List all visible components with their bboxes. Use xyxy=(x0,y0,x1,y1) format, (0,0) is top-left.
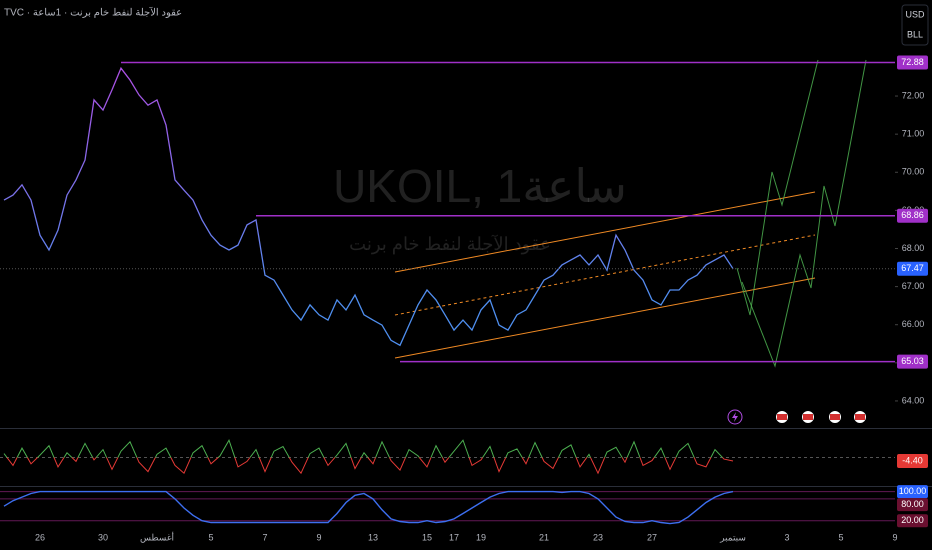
x-tick-label: 23 xyxy=(593,532,603,542)
x-tick-label: 13 xyxy=(368,532,378,542)
band-label: 80.00 xyxy=(901,499,924,509)
level-label: 65.03 xyxy=(901,356,924,366)
x-tick-label: 15 xyxy=(422,532,432,542)
last-price-label: 67.47 xyxy=(901,263,924,273)
x-tick-label: 17 xyxy=(449,532,459,542)
events[interactable] xyxy=(727,409,866,425)
level-label: 68.86 xyxy=(901,210,924,220)
x-tick-label: 9 xyxy=(316,532,321,542)
last-price-box xyxy=(897,261,928,276)
watermark-symbol: UKOIL, 1ساعة xyxy=(333,160,627,212)
oscillator-label: -4.40 xyxy=(902,455,923,465)
y-tick-label: 72.00 xyxy=(902,90,925,100)
y-tick-label: 67.00 xyxy=(902,281,925,291)
x-tick-label: 9 xyxy=(892,532,897,542)
channel[interactable] xyxy=(394,191,816,359)
x-tick-label: 7 xyxy=(262,532,267,542)
price-line xyxy=(3,66,734,347)
x-tick-label: 30 xyxy=(98,532,108,542)
band-label-box xyxy=(897,514,928,528)
x-tick-label: أغسطس xyxy=(140,530,174,543)
x-tick-label: 5 xyxy=(208,532,213,542)
y-tick-label: 70.00 xyxy=(902,167,925,177)
x-tick-label: 5 xyxy=(838,532,843,542)
y-tick-label: 66.00 xyxy=(902,319,925,329)
band-label: 100.00 xyxy=(899,486,927,496)
level-label-box xyxy=(897,354,928,369)
oscillator-label-box xyxy=(897,453,928,468)
chart-title: TVC · عقود الآجلة لنفط خام برنت · 1ساعة xyxy=(4,7,182,19)
unit-box[interactable] xyxy=(901,4,929,46)
band-label: 20.00 xyxy=(901,515,924,525)
band-label-box xyxy=(897,498,928,512)
oscillator-line xyxy=(3,438,734,475)
y-tick-label: 71.00 xyxy=(902,129,925,139)
y-tick-label: 68.00 xyxy=(902,243,925,253)
x-tick-label: 19 xyxy=(476,532,486,542)
level-label-box xyxy=(897,208,928,223)
y-tick-label: 64.00 xyxy=(902,395,925,405)
level-label-box xyxy=(897,55,928,70)
level-label: 72.88 xyxy=(901,57,924,67)
stochastic-line xyxy=(3,490,734,525)
x-tick-label: سبتمبر xyxy=(719,532,746,543)
band-label-box xyxy=(897,485,928,499)
currency[interactable]: USD xyxy=(905,9,925,19)
watermark-description: عقود الآجلة لنفط خام برنت xyxy=(349,234,551,255)
x-tick-label: 26 xyxy=(35,532,45,542)
unit[interactable]: BLL xyxy=(907,29,923,39)
x-tick-label: 27 xyxy=(647,532,657,542)
projection[interactable] xyxy=(736,59,867,368)
x-tick-label: 21 xyxy=(539,532,549,542)
x-tick-label: 3 xyxy=(784,532,789,542)
